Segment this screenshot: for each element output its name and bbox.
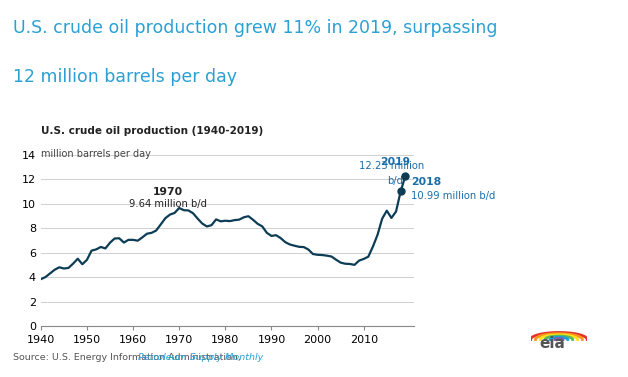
Text: U.S. crude oil production (1940-2019): U.S. crude oil production (1940-2019) xyxy=(41,126,263,136)
Text: 9.64 million b/d: 9.64 million b/d xyxy=(129,199,207,209)
Text: b/d: b/d xyxy=(387,176,403,186)
Text: 2018: 2018 xyxy=(411,177,441,187)
Text: 1970: 1970 xyxy=(153,187,183,197)
Text: eia: eia xyxy=(539,336,566,351)
Text: Petroleum Supply Monthly: Petroleum Supply Monthly xyxy=(138,353,263,362)
Text: 10.99 million b/d: 10.99 million b/d xyxy=(411,192,495,201)
Text: 12.23 million: 12.23 million xyxy=(359,161,424,171)
Text: 2019: 2019 xyxy=(380,157,410,167)
Text: Source: U.S. Energy Information Administration,: Source: U.S. Energy Information Administ… xyxy=(13,353,243,362)
Text: U.S. crude oil production grew 11% in 2019, surpassing: U.S. crude oil production grew 11% in 20… xyxy=(13,19,497,37)
Text: 12 million barrels per day: 12 million barrels per day xyxy=(13,68,237,86)
Text: million barrels per day: million barrels per day xyxy=(41,149,151,159)
